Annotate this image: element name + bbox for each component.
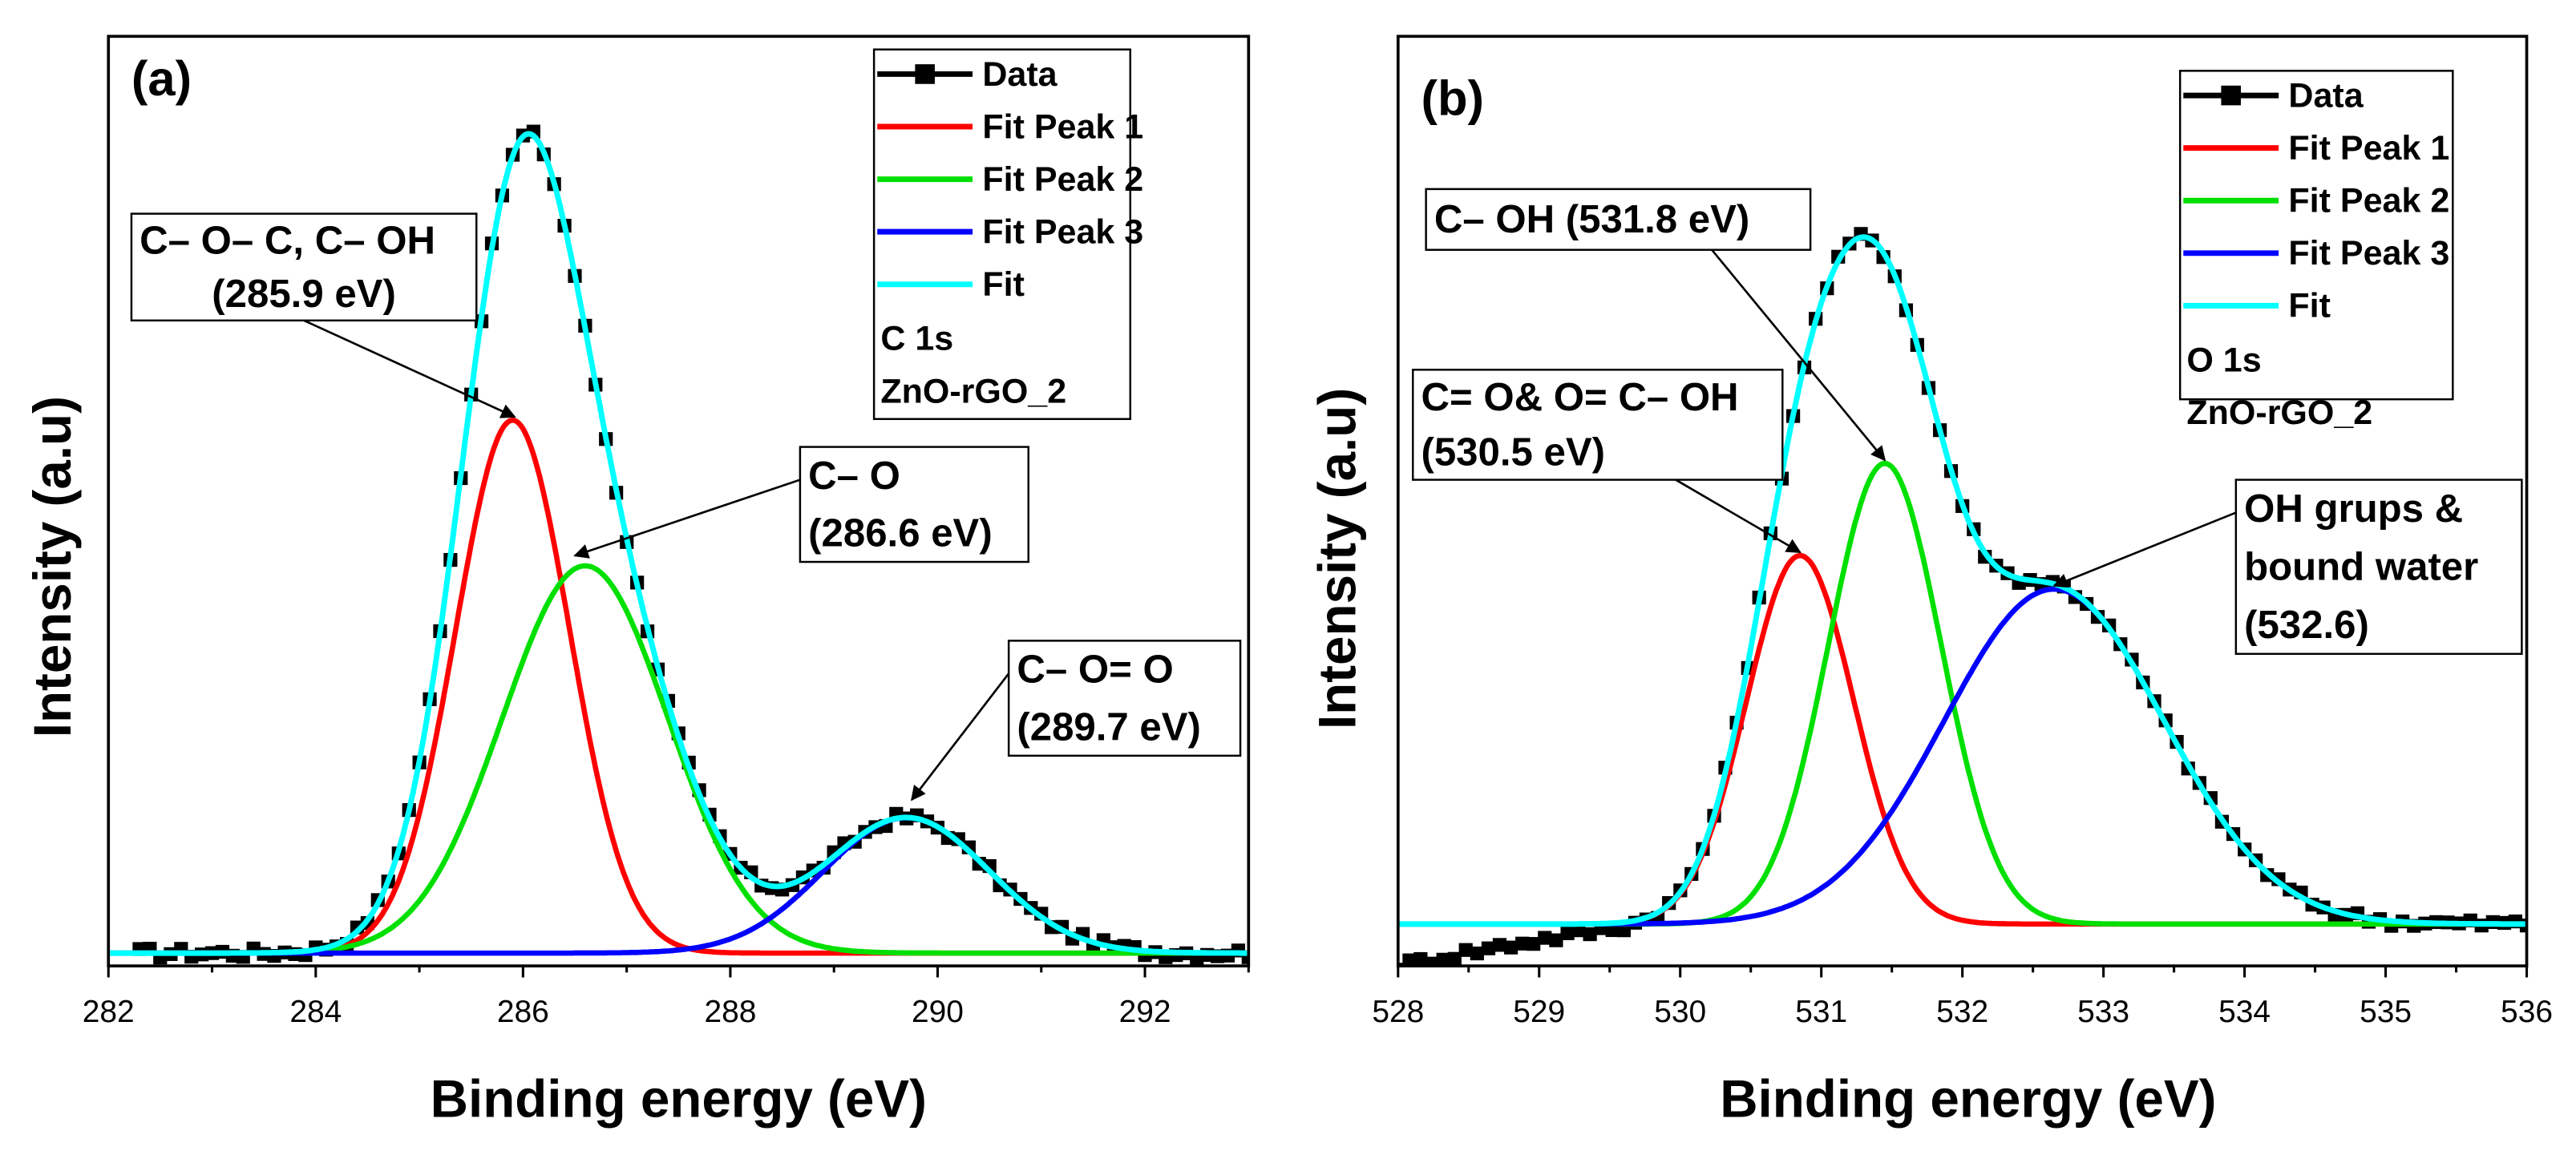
panel-b-annotation-arrow xyxy=(1675,479,1802,554)
panel-a-legend-note: C 1s xyxy=(880,320,953,358)
panel-b-x-tick-label: 531 xyxy=(1795,995,1847,1029)
panel-b-legend-label: Fit Peak 1 xyxy=(2288,129,2449,168)
panel-a-legend-note: ZnO-rGO_2 xyxy=(880,372,1066,410)
panel-b-data-point xyxy=(1560,926,1575,940)
panel-b-plot-area xyxy=(1397,227,2527,967)
panel-a-annotation-text: (286.6 eV) xyxy=(808,511,993,555)
panel-b-data-point xyxy=(1515,936,1530,951)
panel-b-annotation-text: (532.6) xyxy=(2244,603,2369,647)
panel-b-x-tick-label: 530 xyxy=(1654,995,1706,1029)
panel-b-data-point xyxy=(1470,946,1484,961)
panel-a-annotation-text: C– O– C, C– OH xyxy=(140,218,435,262)
panel-b-annotation-text: C– OH (531.8 eV) xyxy=(1434,197,1749,241)
panel-a-legend-label: Data xyxy=(982,55,1057,94)
panel-a-x-tick-label: 288 xyxy=(704,995,756,1029)
panel-a-plot-area xyxy=(108,124,1249,965)
panel-a-annotation-text: (285.9 eV) xyxy=(212,272,396,316)
panel-a-x-tick-label: 284 xyxy=(289,995,342,1029)
panel-b-x-tick-label: 534 xyxy=(2218,995,2271,1029)
panel-a-legend-label: Fit Peak 1 xyxy=(982,107,1143,146)
panel-b-data-point xyxy=(1549,933,1563,947)
panel-b-data-point xyxy=(1583,927,1597,942)
panel-a-legend-label: Fit xyxy=(982,265,1025,304)
panel-b-x-tick-label: 529 xyxy=(1513,995,1565,1029)
panel-a-annotation-text: C– O xyxy=(808,454,900,498)
panel-b-legend-box xyxy=(2178,70,2454,401)
panel-a-frame xyxy=(107,34,1251,967)
panel-a-annotation-text: C– O= O xyxy=(1017,648,1173,692)
panel-a-annotation-box xyxy=(130,212,478,322)
panel-b-annotation-box xyxy=(1412,369,1784,481)
panel-b-annotation-text: bound water xyxy=(2244,545,2478,589)
panel-b-x-tick-label: 532 xyxy=(1936,995,1988,1029)
panel-a-panel-label: (a) xyxy=(131,51,192,107)
panel-b-annotation-box xyxy=(1425,188,1812,251)
panel-b-data-point xyxy=(1616,923,1631,938)
panel-b-x-tick-label: 536 xyxy=(2501,995,2553,1029)
panel-b-data-point xyxy=(1447,951,1462,966)
panel-a-group: 282 284 286 288 290 292 Binding energy (eV) Int… xyxy=(23,34,1251,1129)
panel-a-annotation-arrow xyxy=(303,319,516,418)
panel-a-x-tick-label: 292 xyxy=(1119,995,1171,1029)
panel-b-fit-total-line xyxy=(1397,234,2527,927)
panel-b-group: 528 529 530 531 532 533 534 535 536 Binding energ… xyxy=(1308,34,2553,1129)
panel-b-data-point xyxy=(1492,938,1507,952)
panel-a-legend-label: Fit Peak 2 xyxy=(982,160,1143,199)
panel-b-annotation-box xyxy=(2234,479,2523,656)
panel-b-legend-label: Fit xyxy=(2288,287,2331,325)
panel-b-x-tick-label: 533 xyxy=(2077,995,2129,1029)
panel-b-data-point xyxy=(1527,937,1541,951)
panel-a-annotation-box xyxy=(1007,640,1242,757)
panel-b-data-point xyxy=(1458,943,1473,957)
panel-b-data-point xyxy=(1413,951,1428,967)
panel-a-annotation-arrow xyxy=(573,479,801,559)
panel-b-annotation-text: C= O& O= C– OH xyxy=(1421,375,1738,419)
panel-a-annotation-arrow xyxy=(911,672,1010,802)
panel-b-x-axis-title: Binding energy (eV) xyxy=(1720,1070,2216,1129)
panel-b-x-tick-label: 528 xyxy=(1372,995,1424,1029)
panel-b-annotation-arrow xyxy=(1711,248,1887,462)
panel-b-legend-label: Data xyxy=(2288,76,2364,115)
panel-a-x-tick-label: 290 xyxy=(912,995,964,1029)
panel-b-legend-label: Fit Peak 2 xyxy=(2288,182,2449,220)
panel-b-legend-marker xyxy=(2221,85,2241,106)
panel-b-data-point xyxy=(1402,953,1417,967)
panel-a-annotation-box xyxy=(799,446,1029,563)
panel-a-y-axis-title: Intensity (a.u) xyxy=(23,396,82,737)
panel-a-x-tick-label: 286 xyxy=(497,995,549,1029)
panel-b-data-point xyxy=(1503,940,1519,955)
panel-b-data-point xyxy=(1425,956,1439,967)
panel-a-legend-marker xyxy=(915,64,935,84)
panel-b-panel-label: (b) xyxy=(1421,71,1484,127)
panel-a-fit-total-line xyxy=(108,131,1249,956)
panel-b-legend-note: O 1s xyxy=(2186,341,2261,379)
panel-b-data-point xyxy=(1538,931,1552,945)
panel-b-annotation-text: (530.5 eV) xyxy=(1421,430,1605,475)
panel-a-legend-label: Fit Peak 3 xyxy=(982,213,1143,252)
panel-b-x-tick-label: 535 xyxy=(2360,995,2412,1029)
panel-b-legend-note: ZnO-rGO_2 xyxy=(2186,394,2372,432)
panel-a-x-axis-title: Binding energy (eV) xyxy=(431,1070,927,1129)
panel-b-data-point xyxy=(1481,941,1496,955)
panel-a-x-tick-label: 282 xyxy=(83,995,135,1029)
panel-a-annotation-text: (289.7 eV) xyxy=(1017,705,1201,749)
panel-b-legend-label: Fit Peak 3 xyxy=(2288,234,2449,273)
panel-b-annotation-arrow xyxy=(2052,511,2237,588)
panel-a-data-point xyxy=(1241,950,1249,964)
panel-b-data-point xyxy=(1397,963,1405,967)
panel-b-y-axis-title: Intensity (a.u) xyxy=(1308,388,1367,729)
panel-b-data-point xyxy=(1436,952,1450,967)
panel-b-annotation-text: OH grups & xyxy=(2244,487,2463,531)
panel-a-fit-peak-2-line xyxy=(108,563,1249,956)
